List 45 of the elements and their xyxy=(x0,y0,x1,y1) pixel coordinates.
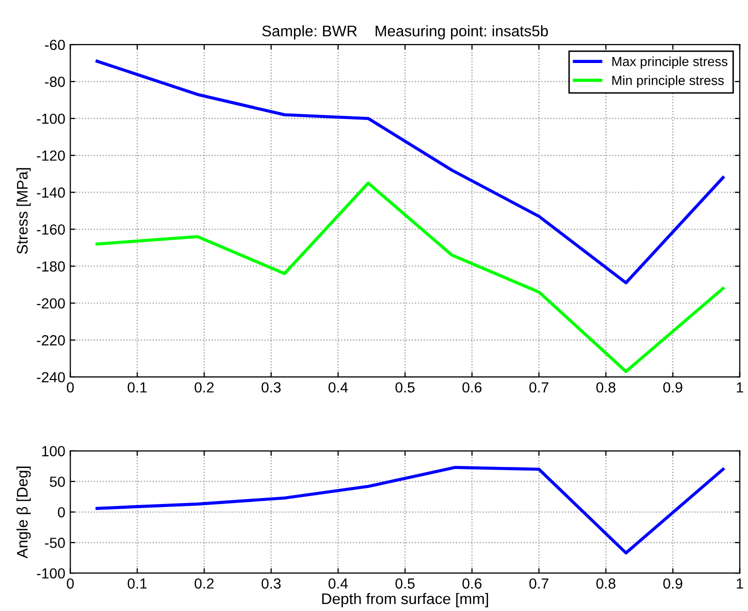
y-tick-label: 50 xyxy=(50,476,65,487)
x-tick-label: 0.2 xyxy=(194,382,214,393)
y-tick-label: -60 xyxy=(45,40,65,50)
x-tick-label: 0.3 xyxy=(262,578,281,589)
x-tick-label: 0.6 xyxy=(462,578,482,589)
y-tick-label: -180 xyxy=(36,261,65,272)
x-tick-label: 1 xyxy=(736,382,744,392)
x-tick-label: 0.9 xyxy=(663,578,682,589)
y-axis-title: Stress [MPa] xyxy=(16,168,31,254)
x-tick-label: 0 xyxy=(66,578,74,589)
y-tick-label: -220 xyxy=(36,335,65,346)
x-tick-label: 0.6 xyxy=(462,382,482,393)
x-tick-label: 0.4 xyxy=(328,578,348,589)
x-tick-label: 0 xyxy=(66,382,74,393)
legend-label: Max principle stress xyxy=(612,56,728,69)
y-tick-label: -100 xyxy=(36,568,65,579)
legend-label: Min principle stress xyxy=(612,75,724,88)
x-tick-label: 0.7 xyxy=(529,578,548,589)
y-tick-label: -100 xyxy=(36,114,65,124)
x-axis-title: Depth from surface [mm] xyxy=(322,592,488,608)
x-tick-label: 0.2 xyxy=(194,578,214,589)
x-tick-label: 0.3 xyxy=(262,382,281,393)
y-tick-label: -140 xyxy=(36,187,65,198)
y-tick-label: -240 xyxy=(36,372,65,382)
x-tick-label: 0.1 xyxy=(128,578,147,589)
x-tick-label: 0.8 xyxy=(596,382,616,393)
y-tick-label: -50 xyxy=(45,538,65,548)
chart-title: Sample: BWR Measuring point: insats5b xyxy=(262,25,548,40)
y-tick-label: -160 xyxy=(36,224,65,235)
line-series xyxy=(96,182,725,373)
y-tick-label: -120 xyxy=(36,150,65,161)
x-tick-label: 0.1 xyxy=(128,382,147,393)
x-tick-label: 0.8 xyxy=(596,578,616,589)
y-tick-label: -200 xyxy=(36,298,65,309)
x-tick-label: 0.4 xyxy=(328,382,348,393)
line-series xyxy=(96,466,725,554)
x-tick-label: 0.5 xyxy=(395,578,415,589)
x-tick-label: 0.9 xyxy=(663,382,682,393)
x-tick-label: 0.7 xyxy=(529,382,548,393)
y-tick-label: 0 xyxy=(58,507,65,518)
y-axis-title: Angle β [Deg] xyxy=(16,466,31,558)
y-tick-label: -80 xyxy=(45,76,65,87)
x-tick-label: 0.5 xyxy=(395,382,415,393)
x-tick-label: 1 xyxy=(736,578,744,589)
y-tick-label: 100 xyxy=(42,446,65,456)
